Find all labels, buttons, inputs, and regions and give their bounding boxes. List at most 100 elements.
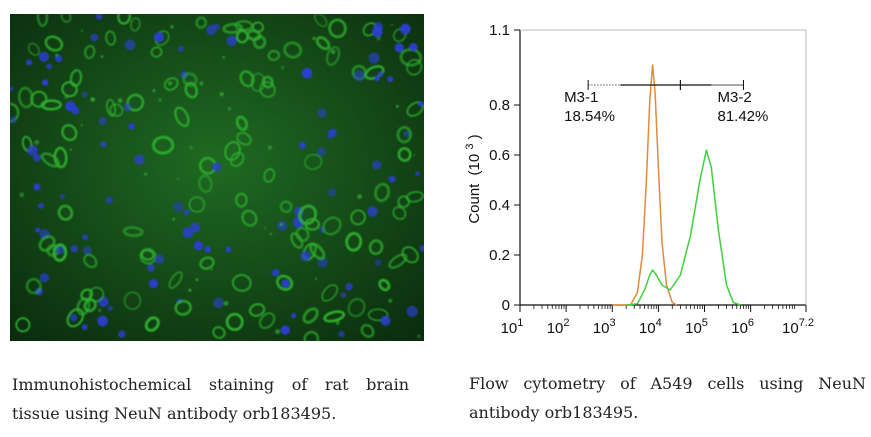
nucleus [204, 246, 211, 253]
nucleus [338, 330, 345, 338]
neuron-cell [69, 69, 83, 88]
background-speck [280, 223, 283, 226]
neuron-cell [84, 44, 96, 60]
neuron-cell [406, 58, 423, 76]
neuron-cell [241, 209, 258, 227]
background-speck [222, 56, 226, 59]
neuron-cell [378, 278, 391, 292]
nucleus [33, 183, 41, 191]
nucleus [367, 206, 378, 217]
x-tick-label: 103 [593, 317, 616, 337]
nucleus [409, 43, 418, 52]
background-speck [388, 298, 393, 303]
nucleus [153, 32, 164, 43]
nucleus [33, 153, 41, 162]
background-speck [376, 36, 381, 41]
neuron-cell [263, 168, 276, 183]
neuron-cell [298, 204, 318, 226]
neuron-cell [236, 131, 252, 146]
nucleus [419, 245, 424, 252]
x-tick-label: 107.2 [782, 317, 814, 337]
x-tick-label: 102 [547, 317, 570, 337]
nucleus [277, 220, 287, 231]
neuron-cell [198, 174, 213, 193]
neuron-cell [367, 308, 389, 322]
neuron-cell [309, 242, 326, 260]
nucleus [81, 324, 88, 330]
neuron-cell [222, 22, 244, 35]
neuron-cell [251, 21, 265, 33]
left-caption: Immunohistochemical staining of rat brai… [12, 375, 409, 423]
nucleus [124, 39, 136, 51]
y-tick-label: 1.1 [489, 22, 510, 39]
neuron-cell [239, 70, 255, 88]
neuron-cell [27, 42, 40, 56]
neuron-cell [235, 192, 248, 208]
neuron-cell [231, 274, 252, 292]
background-speck [314, 277, 318, 280]
nucleus [38, 51, 50, 62]
neuron-cell [229, 151, 245, 168]
neuron-cell [174, 299, 192, 316]
nucleus [345, 283, 353, 291]
nucleus [123, 103, 132, 112]
neuron-cell [212, 326, 226, 339]
nucleus [406, 305, 418, 317]
neuron-cell [52, 243, 68, 262]
gate-name: M3-1 [564, 89, 598, 106]
neuron-cell [83, 253, 98, 269]
nucleus [107, 305, 113, 311]
gate-percent: 81.42% [717, 108, 768, 125]
neuron-cell [41, 152, 61, 168]
right-caption: Flow cytometry of A549 cells using NeuN … [469, 374, 866, 422]
nucleus [100, 141, 107, 148]
neuron-cell [30, 90, 48, 108]
nucleus [374, 75, 380, 82]
nucleus [95, 14, 103, 20]
neuron-cell [388, 253, 408, 269]
background-speck [189, 145, 193, 150]
background-speck [98, 308, 102, 312]
background-speck [188, 288, 192, 292]
background-speck [227, 107, 232, 111]
neuron-cell [163, 77, 179, 91]
nucleus [149, 279, 158, 289]
histogram-series-1 [612, 64, 678, 306]
nucleus [394, 43, 404, 53]
tissue-cells [10, 14, 424, 341]
nucleus [400, 23, 411, 35]
x-tick-label: 101 [501, 317, 524, 337]
neuron-cell [60, 14, 72, 23]
nucleus [212, 23, 220, 31]
background-speck [80, 124, 83, 127]
neuron-cell [40, 99, 62, 111]
nucleus [299, 141, 306, 149]
background-speck [69, 148, 72, 151]
nucleus [173, 201, 184, 212]
nucleus [372, 26, 383, 38]
neuron-cell [258, 312, 276, 329]
nucleus [375, 259, 382, 266]
nucleus [193, 241, 204, 251]
flow-cytometry-panel: 0 0.2 0.4 0.6 0.8 1.1 101 102 103 104 105 106 107.2 M… [446, 14, 856, 344]
nucleus [226, 35, 237, 46]
neuron-cell [140, 249, 155, 261]
nucleus [90, 33, 99, 42]
nucleus [98, 117, 107, 126]
nucleus [300, 250, 311, 261]
neuron-cell [144, 316, 160, 332]
neuron-cell [38, 235, 56, 252]
gate-percent: 18.54% [564, 108, 615, 125]
nucleus [128, 123, 135, 130]
nucleus [281, 279, 290, 288]
background-speck [269, 232, 273, 236]
background-speck [330, 49, 336, 55]
neuron-cell [322, 216, 342, 236]
background-speck [117, 98, 123, 103]
nucleus [340, 292, 347, 298]
neuron-cell [267, 49, 281, 62]
x-tick-label: 105 [685, 317, 708, 337]
y-tick-label: 0 [502, 297, 510, 314]
neuron-cell [174, 106, 190, 128]
neuron-cell [347, 298, 366, 318]
